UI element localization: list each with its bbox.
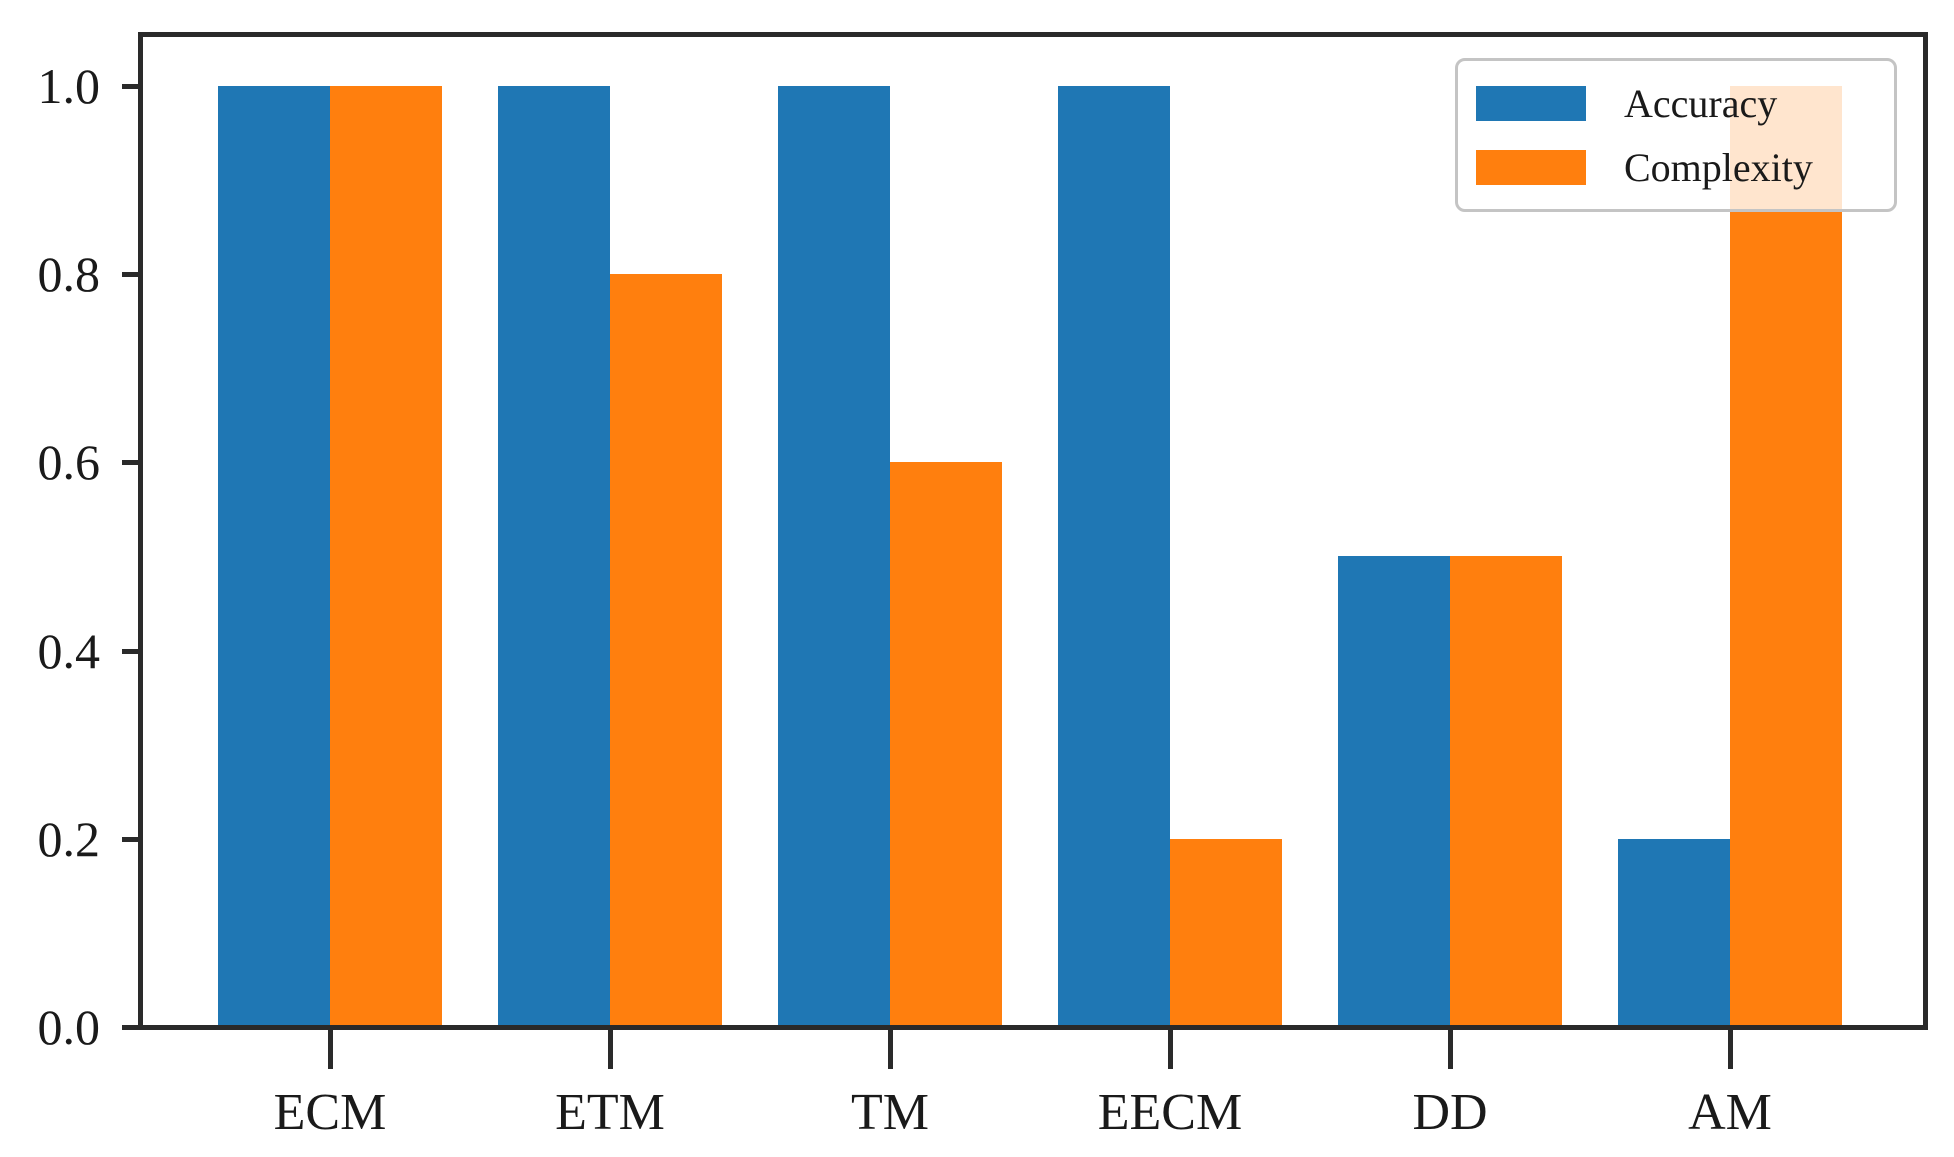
y-tick-label-1.0: 1.0	[37, 57, 101, 114]
bar-complexity-etm	[610, 274, 722, 1027]
legend-label-complexity: Complexity	[1624, 144, 1813, 190]
bar-complexity-tm	[890, 462, 1002, 1027]
x-tick-label-dd: DD	[1412, 1084, 1488, 1141]
y-tick-mark-0.8	[122, 272, 140, 277]
x-tick-label-am: AM	[1688, 1084, 1772, 1141]
axis-spine-top	[138, 32, 1927, 37]
y-tick-mark-0.6	[122, 460, 140, 466]
legend-swatch-accuracy	[1476, 85, 1586, 121]
x-tick-label-etm: ETM	[555, 1084, 665, 1141]
x-tick-mark-tm	[888, 1027, 893, 1069]
bar-complexity-ecm	[330, 86, 442, 1027]
legend-entry-accuracy: Accuracy	[1476, 80, 1894, 127]
y-tick-mark-1.0	[122, 83, 140, 89]
legend-label-accuracy: Accuracy	[1624, 80, 1778, 126]
legend: Accuracy Complexity	[1455, 58, 1897, 212]
bar-accuracy-tm	[778, 86, 890, 1027]
y-tick-label-0.8: 0.8	[37, 246, 101, 302]
bar-complexity-dd	[1450, 556, 1562, 1027]
bar-accuracy-eecm	[1058, 86, 1170, 1027]
x-tick-label-tm: TM	[851, 1084, 929, 1141]
y-tick-label-0.6: 0.6	[37, 434, 101, 491]
bar-accuracy-am	[1618, 839, 1730, 1027]
axis-spine-bottom	[138, 1025, 1927, 1030]
bar-complexity-eecm	[1170, 839, 1282, 1027]
bar-complexity-am	[1730, 86, 1842, 1027]
y-tick-mark-0.4	[122, 648, 140, 654]
y-tick-label-0.2: 0.2	[37, 810, 101, 867]
x-tick-label-eecm: EECM	[1097, 1084, 1243, 1141]
legend-swatch-complexity	[1476, 149, 1586, 185]
legend-entry-complexity: Complexity	[1476, 144, 1894, 191]
y-tick-mark-0.0	[122, 1025, 140, 1030]
x-tick-mark-am	[1728, 1027, 1733, 1069]
y-tick-mark-0.2	[122, 836, 140, 842]
x-tick-mark-ecm	[328, 1027, 333, 1069]
axis-spine-right	[1923, 32, 1928, 1030]
bar-accuracy-dd	[1338, 556, 1450, 1027]
axis-spine-left	[138, 32, 143, 1030]
x-tick-mark-dd	[1448, 1027, 1453, 1069]
x-tick-mark-eecm	[1168, 1027, 1173, 1069]
axes: ECM ETM TM EECM DD AM 0.0 0.2 0.4 0.6 0.8 1.0 Accur…	[38, 32, 1928, 1140]
bar-accuracy-ecm	[218, 86, 330, 1027]
bar-accuracy-etm	[498, 86, 610, 1027]
y-tick-label-0.0: 0.0	[37, 999, 101, 1055]
y-tick-label-0.4: 0.4	[37, 622, 101, 679]
x-tick-label-ecm: ECM	[273, 1084, 387, 1141]
x-tick-mark-etm	[608, 1027, 613, 1069]
